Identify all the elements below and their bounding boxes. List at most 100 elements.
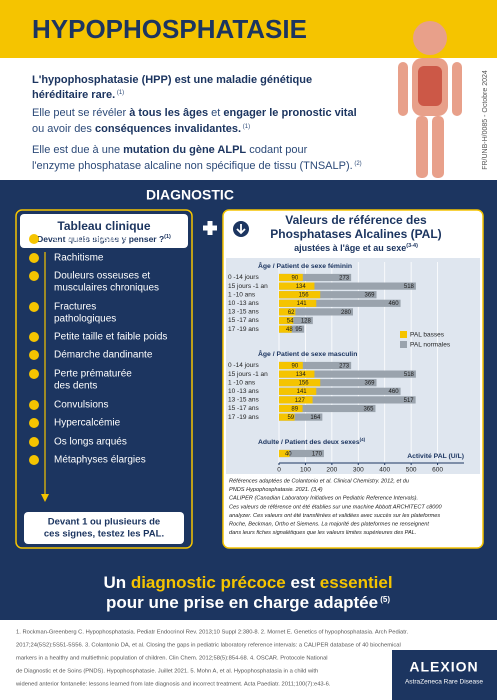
reference: widened anterior fontanelle: lessons lea… (15, 682, 331, 688)
text-run: L'hypophosphatasie (HPP) est une maladie… (32, 74, 312, 86)
x-tick-label: 600 (432, 467, 443, 474)
y-tick-label: 15 jours -1 an (228, 283, 268, 290)
text-run: (5) (378, 595, 390, 604)
bar (279, 299, 317, 307)
chart-note: Roche, Beckman, Ortho et Siemens. La maj… (229, 521, 429, 527)
value-label: 90 (292, 363, 299, 369)
reference: markers in a healthy and multiethnic pop… (16, 656, 328, 662)
value-label: 62 (288, 310, 295, 316)
clinical-title: Tableau clinique (57, 219, 150, 233)
bar (279, 449, 324, 458)
bar (279, 316, 313, 325)
item-icon (29, 418, 39, 428)
subtitle-text: Devant quels signes y penser ? (37, 234, 164, 244)
group-title: Âge / Patient de sexe masculin (258, 349, 357, 358)
bar (279, 404, 376, 413)
item-icon (29, 234, 39, 244)
bar (279, 282, 315, 290)
value-label: 40 (285, 451, 292, 457)
clinical-item: Perte prématurée (54, 369, 132, 380)
text-line: ou avoir des conséquences invalidantes. … (32, 123, 250, 135)
x-tick-label: 300 (353, 467, 364, 474)
bar (279, 316, 294, 325)
header-band (0, 0, 497, 58)
value-label: 273 (339, 363, 350, 369)
reference: 2017;24(5S2):5S51-5S56. 3. Colantonio DA… (16, 643, 401, 649)
y-tick-label: 1 -10 ans (228, 379, 256, 386)
value-label: 164 (310, 415, 321, 421)
document-code: FR/UNB-H/0085 - Octobre 2024 (482, 70, 489, 170)
clinical-item: Douleurs osseuses et (54, 271, 150, 282)
clinical-header (20, 214, 188, 248)
bar (279, 449, 290, 458)
value-label: 460 (389, 389, 400, 395)
legend-label: PAL normales (410, 342, 451, 349)
bar (279, 396, 313, 404)
y-tick-label: 10 -13 ans (228, 300, 259, 307)
bar (279, 361, 352, 370)
y-tick-label: 15 -17 ans (228, 317, 259, 324)
text-run: Elle peut se révéler (32, 107, 129, 119)
clinical-conclusion: ces signes, testez les PAL. (44, 529, 164, 540)
text-line: pour une prise en charge adaptée (5) (106, 593, 390, 612)
value-label: 59 (287, 415, 294, 421)
y-tick-label: 1 -10 ans (228, 291, 256, 298)
legend-swatch (400, 331, 407, 338)
y-tick-label: 13 -15 ans (228, 397, 259, 404)
text-run: à tous les âges (129, 107, 208, 119)
bar (279, 387, 317, 395)
value-label: 95 (295, 327, 302, 333)
bar (279, 387, 401, 395)
clinical-subtitle: Devant quels signes y penser ?(1) (37, 234, 171, 244)
item-icon (29, 350, 39, 360)
clinical-conclusion: Devant 1 ou plusieurs de (48, 517, 160, 528)
legend-swatch (400, 341, 407, 348)
value-label: 48 (286, 327, 293, 333)
bar (279, 299, 401, 307)
y-tick-label: 15 -17 ans (228, 405, 259, 412)
text-run: Elle est due à une (32, 144, 123, 156)
y-tick-label: 17 -19 ans (228, 414, 259, 421)
clinical-item: Os longs arqués (54, 437, 127, 448)
text-line: Elle peut se révéler à tous les âges et … (32, 107, 357, 119)
y-tick-label: 13 -15 ans (228, 309, 259, 316)
item-icon (29, 400, 39, 410)
bar (279, 379, 377, 387)
value-label: 134 (296, 284, 307, 290)
text-run: l'enzyme phosphatase alcaline non spécif… (32, 160, 353, 172)
chart-note: analyzer. Ces valeurs ont été transférée… (229, 513, 440, 519)
bar (279, 273, 303, 282)
bar (279, 370, 416, 378)
bar (279, 291, 377, 299)
y-tick-label: 17 -19 ans (228, 326, 259, 333)
chart-subtitle: ajustées à l'âge et au sexe(3-4) (294, 243, 418, 253)
reference: 1. Rockman-Greenberg C. Hypophosphatasia… (16, 630, 408, 636)
value-label: 170 (312, 451, 323, 457)
clinical-panel (15, 209, 193, 549)
text-run: Un (103, 573, 130, 592)
group-name: Âge / Patient de sexe masculin (258, 349, 357, 358)
y-tick-label: 10 -13 ans (228, 388, 259, 395)
bar (279, 396, 416, 404)
y-tick-label: 0 -14 jours (228, 362, 259, 369)
bar (279, 325, 292, 333)
text-line: L'hypophosphatasie (HPP) est une maladie… (32, 74, 312, 86)
text-run: (2) (353, 161, 362, 167)
text-run: est (286, 573, 320, 592)
bar (279, 413, 323, 421)
text-run: (1) (241, 124, 250, 130)
item-icon (29, 271, 39, 281)
x-tick-label: 200 (326, 467, 337, 474)
value-label: 89 (291, 406, 298, 412)
chart-note: CALIPER (Canadian Laboratory Initiatives… (229, 496, 418, 502)
bar (279, 308, 353, 316)
y-tick-label: 15 jours -1 an (228, 371, 268, 378)
text-run: engager le pronostic vital (223, 107, 356, 119)
clinical-item: Craniosynostose (54, 234, 129, 245)
bar (279, 404, 303, 413)
subtitle-text: ajustées à l'âge et au sexe (294, 243, 406, 253)
clinical-item: Petite taille et faible poids (54, 332, 167, 343)
text-run: et (208, 107, 223, 119)
value-label: 156 (299, 381, 310, 387)
group-ref: (4) (360, 437, 366, 442)
